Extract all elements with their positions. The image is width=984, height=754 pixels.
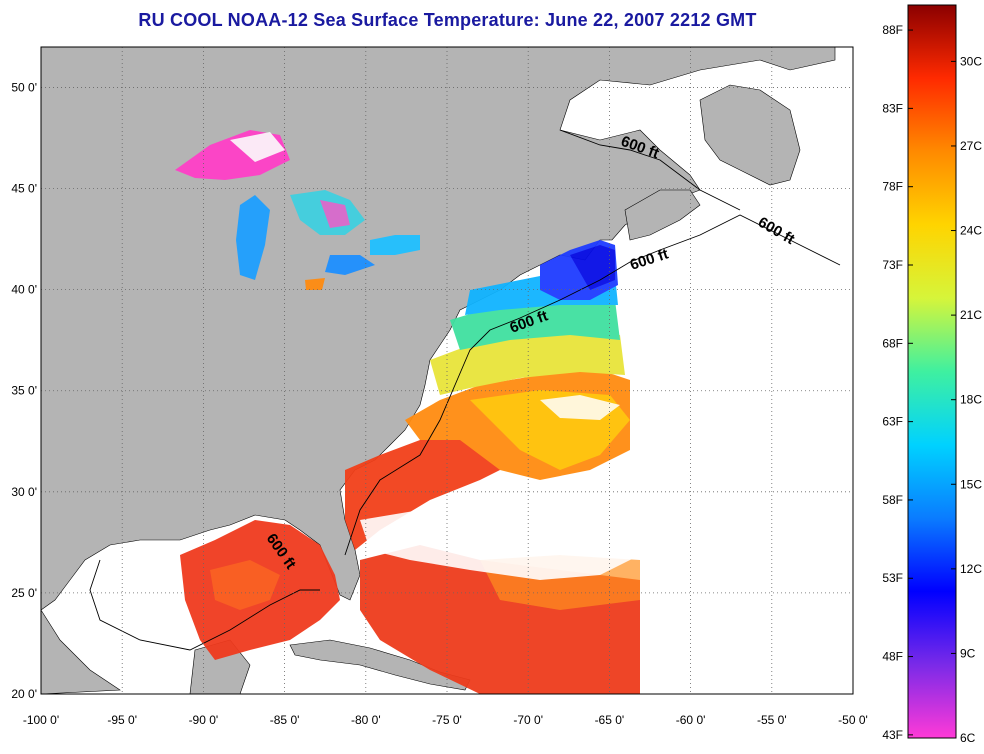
colorbar-celsius-label: 9C — [960, 646, 976, 660]
isobath-lines — [89, 129, 841, 651]
longitude-tick-label: -80 0' — [351, 713, 381, 727]
longitude-tick-label: -50 0' — [838, 713, 868, 727]
colorbar-celsius-label: 30C — [960, 54, 982, 68]
colorbar-fahrenheit-label: 58F — [882, 493, 903, 507]
longitude-tick-label: -60 0' — [676, 713, 706, 727]
colorbar-celsius-label: 12C — [960, 562, 982, 576]
colorbar — [907, 4, 957, 739]
land-north-america — [41, 47, 836, 611]
colorbar-celsius-label: 21C — [960, 308, 982, 322]
colorbar-fahrenheit-label: 63F — [882, 415, 903, 429]
colorbar-fahrenheit-label: 68F — [882, 336, 903, 350]
colorbar-fahrenheit-label: 88F — [882, 23, 903, 37]
colorbar-fahrenheit-label: 53F — [882, 571, 903, 585]
colorbar-celsius-label: 15C — [960, 477, 982, 491]
longitude-tick-label: -65 0' — [595, 713, 625, 727]
colorbar-celsius-label: 18C — [960, 393, 982, 407]
map-title: RU COOL NOAA-12 Sea Surface Temperature:… — [138, 10, 757, 30]
longitude-tick-label: -100 0' — [23, 713, 59, 727]
longitude-tick-label: -75 0' — [432, 713, 462, 727]
colorbar-celsius-label: 6C — [960, 731, 976, 745]
colorbar-fahrenheit-label: 43F — [882, 728, 903, 742]
latitude-tick-label: 30 0' — [11, 485, 37, 499]
latitude-tick-label: 25 0' — [11, 586, 37, 600]
latitude-tick-label: 20 0' — [11, 687, 37, 701]
land-newfoundland — [699, 84, 801, 186]
map-grid — [41, 47, 853, 694]
longitude-tick-label: -90 0' — [189, 713, 219, 727]
land-cuba — [289, 639, 471, 691]
colorbar-fahrenheit-label: 83F — [882, 101, 903, 115]
latitude-tick-label: 40 0' — [11, 283, 37, 297]
longitude-tick-label: -55 0' — [757, 713, 787, 727]
sst-data — [175, 130, 640, 694]
colorbar-celsius-label: 24C — [960, 224, 982, 238]
colorbar-fahrenheit-label: 78F — [882, 180, 903, 194]
longitude-tick-label: -85 0' — [270, 713, 300, 727]
latitude-tick-label: 50 0' — [11, 80, 37, 94]
latitude-tick-label: 45 0' — [11, 182, 37, 196]
longitude-tick-label: -70 0' — [513, 713, 543, 727]
colorbar-fahrenheit-label: 48F — [882, 650, 903, 664]
latitude-tick-labels: 20 0' 25 0' 30 0' 35 0' 40 0' 45 0' 50 0' — [11, 80, 37, 701]
latitude-tick-label: 35 0' — [11, 384, 37, 398]
colorbar-celsius-labels: 6C 9C 12C 15C 18C 21C 24C 27C 30C — [951, 54, 982, 745]
longitude-tick-labels: -100 0' -95 0' -90 0' -85 0' -80 0' -75 0' -70… — [23, 713, 868, 727]
colorbar-fahrenheit-labels: 43F 48F 53F 58F 63F 68F 73F 78F 83F 88F — [882, 23, 913, 742]
longitude-tick-label: -95 0' — [107, 713, 137, 727]
colorbar-fahrenheit-label: 73F — [882, 258, 903, 272]
colorbar-celsius-label: 27C — [960, 139, 982, 153]
map-frame — [40, 46, 854, 695]
land-nova-scotia — [624, 189, 701, 241]
